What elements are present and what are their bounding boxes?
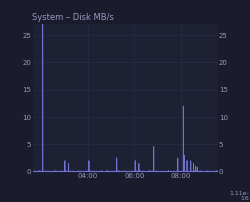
Text: 1.11e-
    16: 1.11e- 16: [229, 191, 249, 201]
Text: System – Disk MB/s: System – Disk MB/s: [32, 13, 114, 22]
